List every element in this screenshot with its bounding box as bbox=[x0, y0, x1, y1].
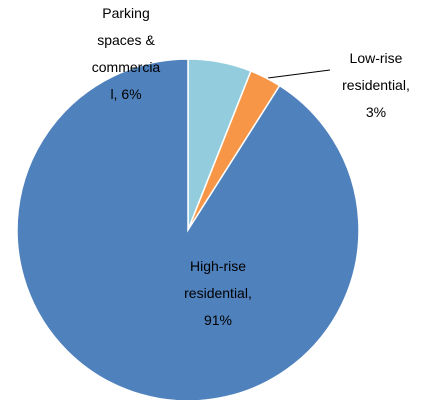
data-label-line: Low-rise bbox=[350, 50, 403, 66]
data-label-line: residential, bbox=[184, 285, 252, 301]
leader-line bbox=[267, 69, 331, 79]
data-label-line: spaces & bbox=[97, 32, 155, 48]
data-label: Parking spaces & commercia l, 6% bbox=[92, 5, 161, 102]
data-label-line: High-rise bbox=[190, 258, 246, 274]
data-label-line: 91% bbox=[204, 312, 232, 328]
pie-slice bbox=[16, 58, 360, 400]
data-label: Low-rise residential, 3% bbox=[342, 50, 410, 120]
data-label-line: commercia bbox=[92, 59, 161, 75]
data-label: High-rise residential, 91% bbox=[184, 258, 252, 328]
data-label-line: 3% bbox=[366, 104, 386, 120]
data-label-line: Parking bbox=[102, 5, 149, 21]
data-label-line: l, 6% bbox=[110, 86, 141, 102]
data-label-line: residential, bbox=[342, 77, 410, 93]
